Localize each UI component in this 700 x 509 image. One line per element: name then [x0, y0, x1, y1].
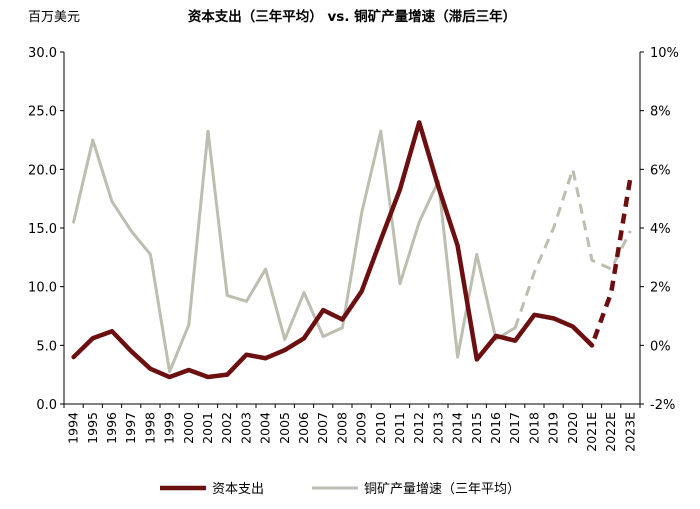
x-tick-label: 2004 [258, 412, 273, 444]
x-tick-label: 1997 [123, 412, 138, 444]
left-tick-label: 25.0 [28, 105, 57, 120]
right-tick-label: 0% [650, 339, 671, 354]
x-tick-label: 1999 [162, 412, 177, 444]
x-tick-label: 2011 [392, 412, 407, 444]
x-tick-label: 2002 [219, 412, 234, 444]
x-tick-label: 2019 [546, 412, 561, 444]
left-tick-label: 30.0 [28, 46, 57, 61]
x-tick-label: 2013 [430, 412, 445, 444]
x-tick-label: 2018 [526, 412, 541, 444]
x-tick-label: 2007 [315, 412, 330, 444]
right-tick-label: 10% [650, 46, 679, 61]
left-tick-label: 0.0 [36, 398, 57, 413]
x-tick-label: 1994 [66, 412, 81, 444]
left-tick-label: 10.0 [28, 281, 57, 296]
x-tick-label: 2009 [354, 412, 369, 444]
series-projection-copper-growth [513, 167, 632, 329]
x-tick-label: 2000 [181, 412, 196, 444]
x-tick-label: 2015 [469, 412, 484, 444]
left-tick-label: 15.0 [28, 222, 57, 237]
series-line-copper-growth [72, 129, 517, 374]
axes: 0.0 5.0 10.0 15.0 20.0 25.0 30.0 -2% 0% 2% 4% 6% 8% 1… [28, 46, 679, 452]
right-tick-label: -2% [650, 398, 675, 413]
series-layer [71, 120, 633, 380]
right-tick-label: 4% [650, 222, 671, 237]
right-tick-label: 2% [650, 281, 671, 296]
x-tick-label: 2006 [296, 412, 311, 444]
x-tick-label: 2005 [277, 412, 292, 444]
x-tick-label: 1995 [85, 412, 100, 444]
x-tick-label: 2001 [200, 412, 215, 444]
series-projection-capex [571, 177, 633, 348]
left-tick-label: 20.0 [28, 163, 57, 178]
left-axis-unit: 百万美元 [28, 10, 80, 25]
x-tick-label: 2012 [411, 412, 426, 444]
x-tick-label: 2021E [584, 412, 599, 452]
x-tick-label: 1998 [142, 412, 157, 444]
series-line-capex [71, 120, 595, 380]
x-tick-label: 2020 [565, 412, 580, 444]
x-tick-label: 2003 [238, 412, 253, 444]
x-tick-label: 2016 [488, 412, 503, 444]
x-tick-label: 2008 [334, 412, 349, 444]
x-tick-label: 2023E [622, 412, 637, 452]
x-tick-label: 1996 [104, 412, 119, 444]
x-tick-label: 2014 [450, 412, 465, 444]
right-tick-label: 8% [650, 105, 671, 120]
x-tick-label: 2010 [373, 412, 388, 444]
left-tick-label: 5.0 [36, 339, 57, 354]
x-tick-label: 2022E [603, 412, 618, 452]
legend-label: 资本支出 [212, 482, 264, 497]
right-tick-label: 6% [650, 163, 671, 178]
legend: 资本支出 铜矿产量增速（三年平均） [160, 482, 520, 497]
chart-title: 资本支出（三年平均） vs. 铜矿产量增速（滞后三年） [188, 8, 516, 25]
x-tick-label: 2017 [507, 412, 522, 444]
legend-label: 铜矿产量增速（三年平均） [364, 482, 520, 497]
